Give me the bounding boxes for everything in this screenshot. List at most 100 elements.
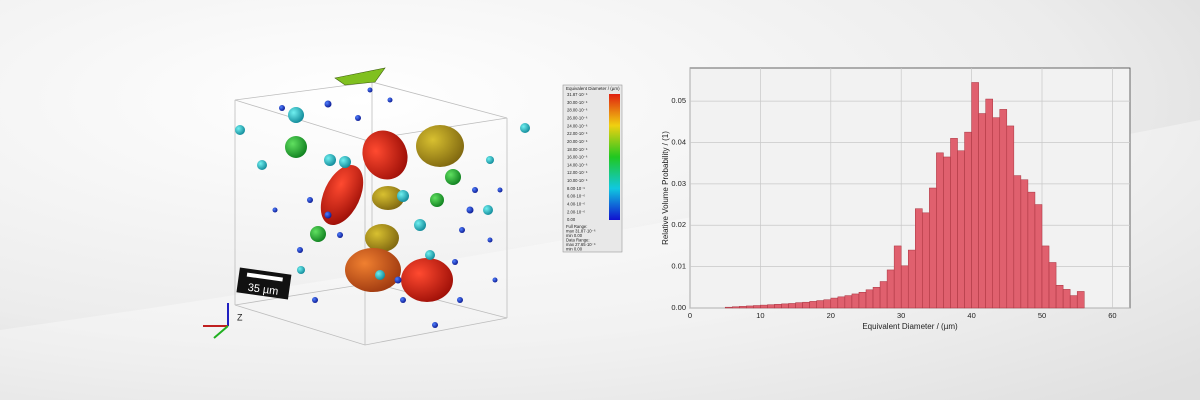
colorbar-label: 20.00·10⁻⁶ (567, 139, 588, 144)
bar (774, 304, 782, 309)
bar (907, 249, 916, 309)
axis-z-label: Z (237, 312, 243, 322)
particle (459, 227, 465, 233)
bar (971, 82, 979, 309)
particle (425, 250, 435, 260)
colorbar-label: 6.00·10⁻⁶ (567, 194, 585, 199)
bar (893, 245, 902, 309)
bar (731, 306, 740, 309)
colorbar-label: 16.00·10⁻⁶ (567, 155, 588, 160)
bar (1048, 262, 1057, 309)
bar (922, 212, 930, 309)
particle (401, 258, 453, 302)
particle (397, 190, 409, 202)
bar (830, 297, 839, 309)
colorbar-label: 24.00·10⁻⁶ (567, 123, 588, 128)
scale-bar: 35 µm (236, 267, 292, 300)
particle (339, 156, 351, 168)
particle (288, 107, 304, 123)
colorbar-label: 0.00 (567, 217, 576, 222)
bar (943, 156, 951, 309)
bar (844, 295, 853, 309)
particle (345, 248, 401, 292)
colorbar-label: 2.00·10⁻⁶ (567, 209, 585, 214)
colorbar-note: max 27.65·10⁻⁶ (566, 242, 596, 247)
particle (497, 187, 503, 193)
particle (355, 115, 361, 121)
particle (400, 297, 406, 303)
colorbar-label: 12.00·10⁻⁶ (567, 170, 588, 175)
scene-3d (234, 81, 508, 346)
particle (394, 276, 402, 284)
y-tick-label: 0.03 (671, 179, 686, 188)
bar (781, 303, 789, 309)
bar (795, 302, 803, 309)
colorbar-label: 18.00·10⁻⁶ (567, 147, 588, 152)
bar (746, 305, 754, 309)
particle (487, 237, 493, 243)
bar (992, 117, 1001, 309)
bar (739, 306, 747, 309)
bar (858, 292, 867, 309)
particle (486, 156, 494, 164)
particle (452, 259, 458, 265)
colorbar: Equivalent Diameter / (µm) 31.87·10⁻⁶ 30.… (562, 84, 623, 253)
scale-bar-label: 35 µm (247, 282, 279, 298)
particle (272, 207, 278, 213)
colorbar-note: min 0.00 (566, 247, 583, 252)
y-tick-label: 0.01 (671, 262, 686, 271)
bar (879, 281, 888, 309)
x-axis-label: Equivalent Diameter / (µm) (862, 322, 958, 331)
particle (235, 125, 245, 135)
x-tick-label: 40 (967, 311, 975, 320)
histogram: 0 10 20 30 40 50 60 0.00 0.01 0.02 0.03 0.04 0.05 (671, 68, 1130, 320)
colorbar-label: 10.00·10⁻⁶ (567, 178, 588, 183)
colorbar-label: 31.87·10⁻⁶ (567, 92, 588, 97)
bar (802, 301, 810, 309)
y-tick-label: 0.05 (671, 96, 686, 105)
colorbar-title: Equivalent Diameter / (µm) (566, 86, 620, 91)
bar (978, 113, 986, 309)
bar (837, 296, 846, 309)
colorbar-note: Data Range: (566, 238, 590, 243)
bar (1034, 204, 1043, 309)
particle (483, 205, 493, 215)
bar (809, 301, 817, 309)
particle (324, 211, 332, 219)
particle (375, 270, 385, 280)
particle (472, 187, 478, 193)
particle (466, 206, 474, 214)
colorbar-label: 8.00·10⁻⁶ (567, 186, 585, 191)
x-tick-label: 60 (1108, 311, 1116, 320)
bar (900, 265, 909, 309)
bar (929, 187, 937, 309)
bar (851, 293, 860, 309)
colorbar-label: 28.00·10⁻⁶ (567, 108, 588, 113)
particle (520, 123, 530, 133)
particle (365, 224, 399, 252)
particle (310, 226, 326, 242)
particle (320, 165, 364, 225)
bar (1013, 175, 1022, 309)
bar (957, 150, 965, 309)
particle (414, 219, 426, 231)
bar (936, 152, 944, 309)
particle (324, 100, 332, 108)
orientation-axes: Z (203, 303, 243, 339)
colorbar-label: 30.00·10⁻⁶ (567, 100, 588, 105)
x-tick-label: 10 (756, 311, 764, 320)
particle (457, 297, 463, 303)
colorbar-note: min 0.00 (566, 233, 583, 238)
particle (307, 197, 313, 203)
y-axis-label: Relative Volume Probability / (1) (661, 131, 670, 245)
particle (297, 247, 303, 253)
colorbar-note: Full Range: (566, 224, 587, 229)
particle (334, 67, 386, 86)
bar (823, 299, 832, 309)
bar (1020, 179, 1029, 309)
colorbar-label: 22.00·10⁻⁶ (567, 131, 588, 136)
particles (235, 67, 530, 328)
bar (886, 269, 895, 309)
y-tick-label: 0.00 (671, 303, 686, 312)
